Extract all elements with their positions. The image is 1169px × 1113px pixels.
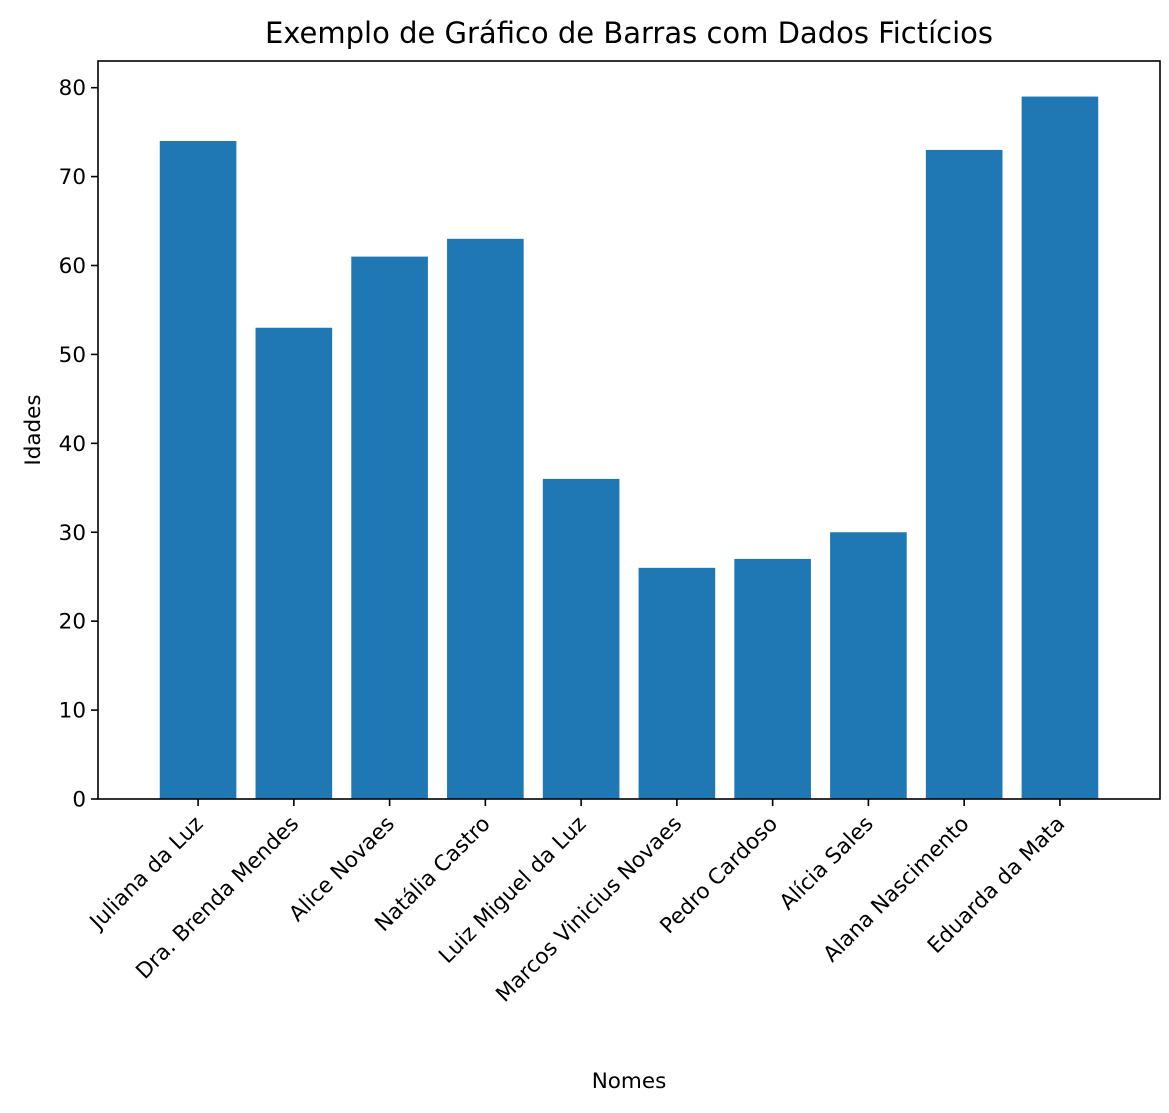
- x-tick-label: Alícia Sales: [775, 812, 879, 916]
- y-tick-label: 80: [59, 76, 86, 101]
- bar: [542, 478, 620, 799]
- y-axis: 0 10 20 30 40 50 60 70 80: [59, 76, 98, 813]
- bar: [638, 567, 716, 799]
- y-tick-label: 60: [59, 254, 86, 279]
- bar: [447, 238, 524, 799]
- y-tick-label: 70: [59, 165, 86, 190]
- y-tick-label: 20: [59, 610, 86, 635]
- x-axis-label: Nomes: [592, 1069, 667, 1094]
- y-tick-label: 50: [59, 343, 86, 368]
- y-axis-label: Idades: [21, 394, 46, 465]
- x-tick-label: Marcos Vinicius Novaes: [491, 812, 687, 1008]
- bar: [255, 327, 333, 799]
- bar: [1021, 96, 1099, 799]
- plot-frame: [97, 60, 1161, 800]
- bar: [925, 149, 1003, 800]
- bar: [734, 558, 811, 799]
- bar: [159, 141, 237, 799]
- y-tick-label: 10: [59, 699, 86, 724]
- bar: [830, 532, 907, 799]
- x-tick-label: Dra. Brenda Mendes: [131, 812, 304, 985]
- y-tick-label: 30: [59, 521, 86, 546]
- chart-title: Exemplo de Gráfico de Barras com Dados F…: [265, 16, 993, 50]
- bar: [351, 256, 428, 799]
- y-tick-label: 40: [59, 432, 86, 457]
- bars-group: [159, 96, 1099, 800]
- y-tick-label: 0: [72, 788, 86, 813]
